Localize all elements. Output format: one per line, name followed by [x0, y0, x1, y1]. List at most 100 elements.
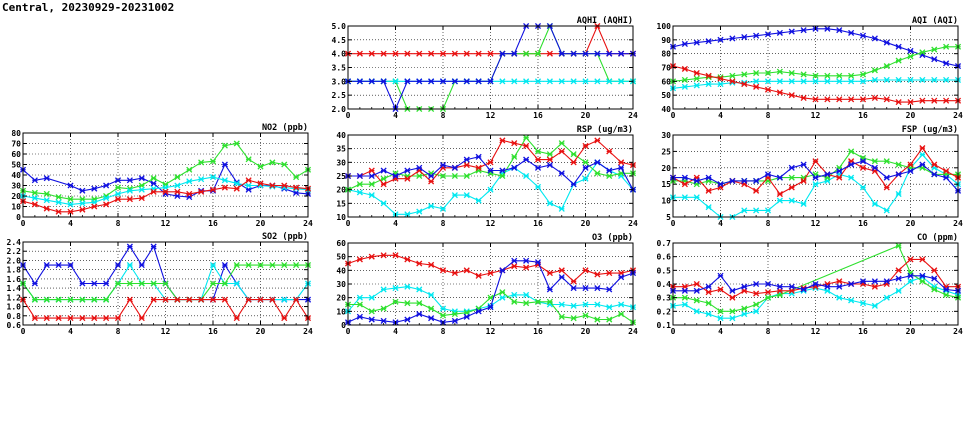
data-point-blue [800, 286, 807, 293]
data-point-blue [558, 50, 565, 57]
data-point-blue [812, 174, 819, 181]
data-point-blue [594, 285, 601, 292]
x-tick-label: 16 [208, 219, 218, 228]
data-point-green [741, 305, 748, 312]
data-point-blue [606, 50, 613, 57]
data-point-red [293, 184, 300, 191]
data-point-cyan [356, 294, 363, 301]
data-point-cyan [618, 301, 625, 308]
data-point-green [883, 158, 890, 165]
data-point-green [269, 261, 276, 269]
data-point-blue [836, 283, 843, 290]
data-point-red [463, 50, 470, 57]
data-point-cyan [705, 204, 712, 211]
data-point-blue [943, 174, 950, 181]
data-point-red [281, 182, 288, 189]
data-point-cyan [511, 291, 518, 298]
y-tick-label: 60 [336, 239, 346, 248]
chart-panel-fsp: 0 4 8 12 16 20 24 5 10 15 20 25 30 FSP (ug/m3) [661, 125, 963, 228]
data-point-green [103, 296, 110, 303]
data-point-cyan [907, 76, 914, 84]
data-point-red [245, 177, 252, 184]
x-tick-label: 4 [718, 111, 723, 120]
data-point-blue [943, 286, 950, 293]
data-point-cyan [582, 78, 589, 85]
data-point-cyan [871, 200, 878, 207]
data-point-blue [919, 161, 926, 168]
data-point-cyan [380, 200, 387, 207]
data-point-blue [693, 39, 700, 46]
data-point-cyan [859, 300, 867, 307]
data-point-green [523, 134, 530, 141]
data-point-red [380, 252, 387, 259]
data-point-green [836, 72, 843, 79]
y-tick-label: 50 [11, 161, 21, 170]
data-point-red [570, 159, 577, 166]
y-tick-label: 5.0 [332, 22, 347, 31]
data-point-blue [859, 32, 867, 39]
data-point-green [79, 296, 86, 303]
data-point-cyan [681, 83, 688, 90]
data-point-green [931, 46, 938, 53]
data-point-blue [43, 261, 50, 269]
data-point-red [126, 296, 133, 303]
data-point-red [546, 156, 553, 163]
data-point-blue [368, 172, 375, 180]
data-point-blue [451, 164, 458, 171]
data-point-cyan [717, 81, 724, 88]
data-point-blue [717, 181, 724, 188]
data-point-cyan [114, 190, 122, 197]
data-point-blue [126, 243, 133, 250]
data-point-green [788, 174, 795, 181]
x-tick-label: 8 [766, 327, 771, 336]
data-point-green [895, 161, 902, 168]
data-point-green [546, 151, 553, 158]
data-point-blue [729, 35, 736, 42]
data-point-red [558, 148, 565, 155]
data-point-red [618, 159, 625, 166]
data-point-cyan [681, 301, 688, 308]
data-point-cyan [776, 78, 783, 85]
data-point-red [487, 159, 494, 166]
data-point-red [836, 96, 843, 103]
data-point-red [800, 177, 807, 184]
y-tick-label: 80 [11, 129, 21, 138]
data-point-red [487, 50, 494, 57]
x-tick-label: 8 [766, 111, 771, 120]
data-point-green [511, 153, 518, 160]
data-point-blue [439, 78, 447, 85]
data-point-green [558, 313, 565, 320]
y-tick-label: 60 [11, 150, 21, 159]
data-point-cyan [380, 286, 387, 293]
x-tick-label: 4 [718, 327, 723, 336]
data-point-blue [848, 29, 855, 36]
data-point-red [162, 188, 169, 195]
y-tick-label: 10 [661, 197, 671, 206]
data-point-blue [150, 243, 157, 250]
data-point-blue [463, 156, 470, 163]
data-point-red [594, 271, 601, 278]
data-point-green [463, 172, 470, 180]
data-point-red [281, 315, 288, 322]
data-point-red [753, 290, 760, 297]
y-tick-label: 20 [661, 164, 671, 173]
data-point-blue [67, 261, 74, 269]
data-point-cyan [103, 195, 110, 202]
x-tick-label: 12 [486, 111, 496, 120]
x-tick-label: 24 [303, 327, 313, 336]
data-point-red [245, 296, 252, 303]
data-point-green [233, 140, 240, 147]
data-point-green [257, 261, 264, 269]
data-point-red [487, 270, 494, 277]
data-point-red [824, 96, 831, 103]
data-point-red [428, 50, 435, 57]
data-point-blue [812, 280, 819, 288]
data-point-red [931, 161, 938, 168]
y-tick-label: 70 [661, 64, 671, 73]
data-point-green [43, 190, 50, 197]
data-point-red [392, 252, 399, 259]
data-point-red [895, 267, 902, 274]
data-point-blue [800, 27, 807, 34]
data-point-green [416, 172, 423, 180]
